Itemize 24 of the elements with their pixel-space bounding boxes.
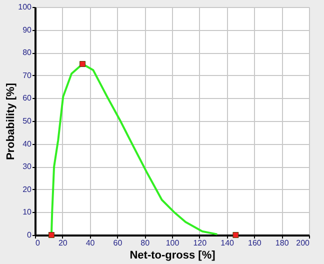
x-tick-label: 120 [193,238,208,248]
x-tick-label: 80 [140,238,150,248]
y-tick-label: 50 [22,116,32,126]
x-tick-label: 60 [113,238,123,248]
x-tick-label: 40 [86,238,96,248]
x-tick-label: 200 [296,238,310,248]
y-tick-label: 0 [27,230,32,240]
y-tick-label: 60 [22,94,32,103]
y-tick-label: 90 [22,25,32,34]
y-tick-label: 100 [18,2,32,12]
x-tick-label: 140 [220,238,235,248]
x-tick-label: 20 [58,238,68,248]
x-tick-label: 0 [36,238,40,248]
y-tick-label: 40 [22,139,32,148]
y-tick-label: 10 [22,208,32,217]
x-tick-label: 100 [166,238,180,248]
x-tick-label: 160 [248,238,262,248]
x-axis-title: Net-to-gross [%] [130,250,216,262]
y-tick-label: 70 [22,70,32,80]
y-tick-label: 20 [22,184,32,194]
y-tick-label: 30 [22,162,32,172]
y-tick-label: 80 [22,48,32,58]
y-axis-title: Probability [%] [5,82,18,160]
x-tick-label: 180 [275,238,290,248]
